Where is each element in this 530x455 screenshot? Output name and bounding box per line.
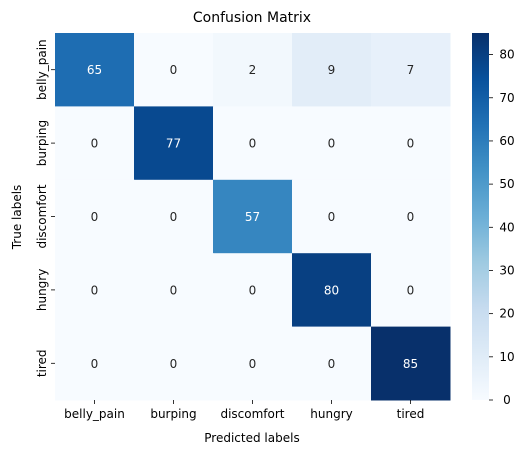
cell-value-label: 0 (91, 283, 99, 297)
heatmap-cell (55, 33, 135, 107)
heatmap-cell (213, 253, 293, 328)
cell-value-label: 77 (166, 137, 181, 151)
x-tick-label: hungry (310, 407, 352, 421)
y-tick-label: belly_pain (35, 39, 49, 100)
heatmap-cell (134, 33, 214, 107)
y-tick-label: burping (35, 120, 49, 166)
heatmap-cell (134, 326, 214, 401)
colorbar-tick-label: 30 (499, 263, 514, 277)
cell-value-label: 0 (91, 137, 99, 151)
colorbar-gradient (472, 33, 489, 400)
cell-value-label: 0 (170, 210, 178, 224)
heatmap-cell (55, 106, 135, 181)
heatmap-cell (134, 179, 214, 254)
y-tick-label: hungry (35, 269, 49, 311)
cell-value-label: 9 (328, 63, 336, 77)
heatmap-cell (55, 179, 135, 254)
cell-value-label: 0 (170, 63, 178, 77)
heatmap-cell (371, 326, 451, 401)
colorbar-ticks: 0 10 20 30 40 50 60 70 80 (489, 48, 515, 407)
colorbar-tick-label: 70 (499, 91, 514, 105)
x-tick-label: tired (397, 407, 425, 421)
heatmap-cells: 65 0 2 9 7 0 77 0 0 0 0 0 57 0 0 0 0 0 80 0 0 0 0 0 85 (55, 33, 451, 401)
x-tick-label: discomfort (220, 407, 284, 421)
x-axis-label: Predicted labels (204, 431, 299, 445)
y-tick-label: discomfort (35, 184, 49, 248)
chart-title: Confusion Matrix (193, 10, 311, 26)
heatmap-cell (292, 326, 372, 401)
cell-value-label: 0 (328, 137, 336, 151)
heatmap-cell (213, 33, 293, 107)
colorbar-tick-label: 10 (499, 350, 514, 364)
heatmap-cell (55, 326, 135, 401)
heatmap-cell (292, 253, 372, 328)
y-tick-label: tired (35, 349, 49, 377)
cell-value-label: 0 (407, 210, 415, 224)
cell-value-label: 0 (328, 357, 336, 371)
colorbar-tick-label: 60 (499, 134, 514, 148)
y-axis-label: True labels (10, 185, 24, 251)
cell-value-label: 0 (249, 357, 257, 371)
colorbar-tick-label: 20 (499, 307, 514, 321)
colorbar-tick-label: 50 (499, 177, 514, 191)
x-tick-label: burping (150, 407, 196, 421)
cell-value-label: 2 (249, 63, 257, 77)
heatmap-cell (292, 33, 372, 107)
heatmap-cell (213, 179, 293, 254)
x-tick-labels: belly_pain burping discomfort hungry tired (64, 400, 424, 421)
heatmap-cell (371, 179, 451, 254)
colorbar-tick-label: 80 (499, 48, 514, 62)
cell-value-label: 7 (407, 63, 415, 77)
heatmap-cell (213, 106, 293, 181)
cell-value-label: 0 (249, 137, 257, 151)
heatmap-cell (371, 253, 451, 328)
colorbar: 0 10 20 30 40 50 60 70 80 (472, 33, 515, 407)
cell-value-label: 0 (170, 357, 178, 371)
colorbar-tick-label: 40 (499, 220, 514, 234)
cell-value-label: 0 (170, 283, 178, 297)
cell-value-label: 0 (328, 210, 336, 224)
cell-value-label: 80 (324, 283, 339, 297)
heatmap-cell (55, 253, 135, 328)
heatmap-cell (213, 326, 293, 401)
cell-value-label: 0 (91, 210, 99, 224)
x-tick-label: belly_pain (64, 407, 125, 421)
cell-value-label: 0 (91, 357, 99, 371)
cell-value-label: 65 (87, 63, 102, 77)
heatmap-cell (134, 253, 214, 328)
heatmap-cell (371, 33, 451, 107)
cell-value-label: 85 (403, 357, 418, 371)
heatmap-cell (371, 106, 451, 181)
heatmap-cell (134, 106, 214, 181)
cell-value-label: 0 (407, 137, 415, 151)
heatmap-cell (292, 106, 372, 181)
cell-value-label: 0 (407, 283, 415, 297)
cell-value-label: 57 (245, 210, 260, 224)
cell-value-label: 0 (249, 283, 257, 297)
heatmap-cell (292, 179, 372, 254)
colorbar-tick-label: 0 (503, 393, 511, 407)
